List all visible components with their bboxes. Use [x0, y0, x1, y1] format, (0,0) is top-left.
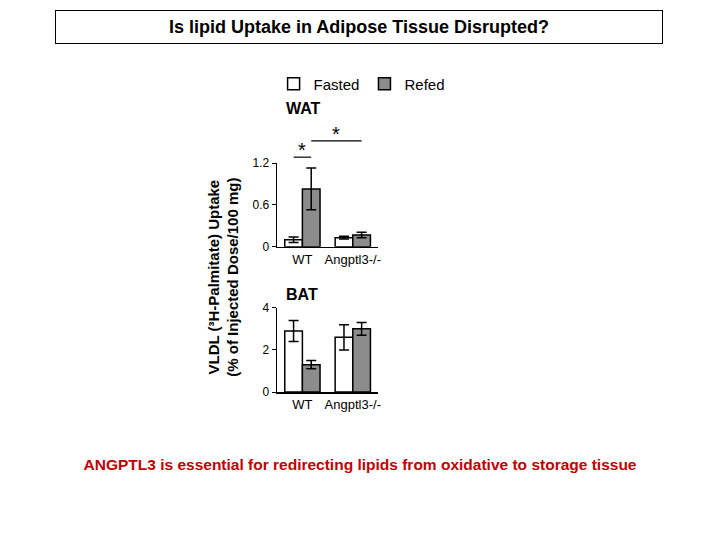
svg-text:1.2: 1.2	[253, 156, 270, 170]
html-text:Is lipid Uptake in Adipose Tis: Is lipid Uptake in Adipose Tissue Disrup…	[169, 16, 549, 37]
svg-text:VLDL (³H-Palmitate) Uptake(% o: VLDL (³H-Palmitate) Uptake(% of Injected…	[205, 178, 242, 377]
html-text:ANGPTL3 is essential for redir: ANGPTL3 is essential for redirecting lip…	[83, 456, 637, 473]
svg-text:Refed: Refed	[404, 76, 444, 93]
svg-text:WT: WT	[292, 252, 312, 267]
svg-text:2: 2	[263, 343, 270, 357]
svg-text:Angptl3-/-: Angptl3-/-	[325, 397, 381, 412]
svg-text:0.6: 0.6	[253, 198, 270, 212]
svg-text:Angptl3-/-: Angptl3-/-	[325, 252, 381, 267]
svg-text:*: *	[298, 139, 306, 161]
svg-text:0: 0	[263, 240, 270, 254]
svg-text:WAT: WAT	[286, 100, 321, 117]
svg-text:0: 0	[263, 385, 270, 399]
svg-text:*: *	[332, 123, 340, 145]
svg-text:WT: WT	[292, 397, 312, 412]
svg-text:4: 4	[263, 301, 270, 315]
svg-text:Fasted: Fasted	[314, 76, 360, 93]
svg-text:BAT: BAT	[286, 286, 318, 303]
